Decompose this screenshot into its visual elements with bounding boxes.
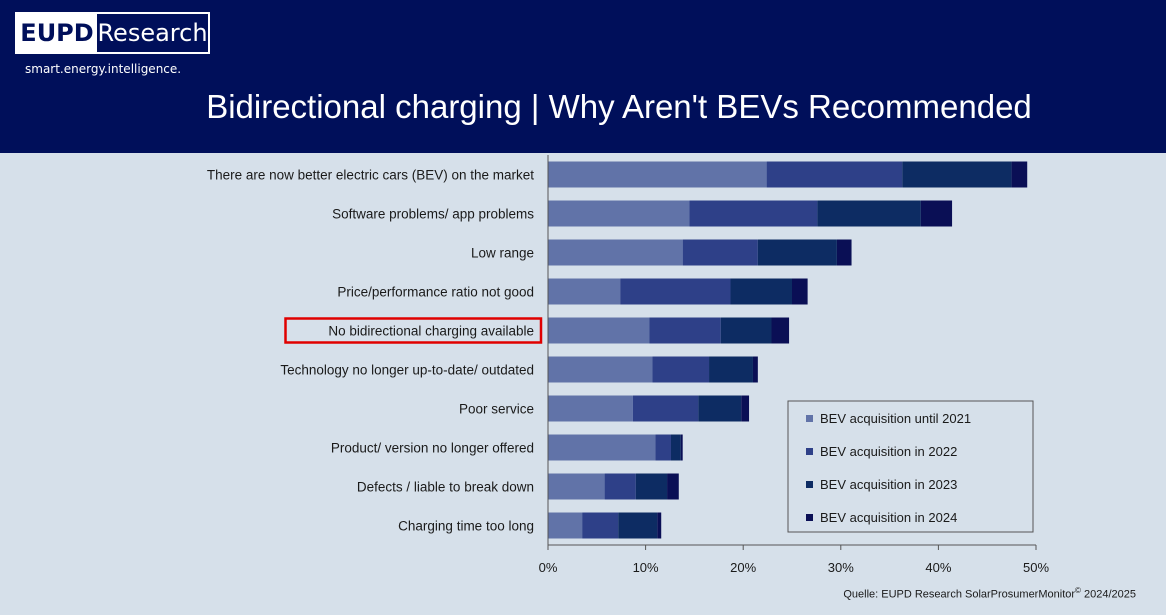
x-tick-label: 20% <box>730 560 756 575</box>
x-tick-label: 50% <box>1023 560 1049 575</box>
category-label: Price/performance ratio not good <box>337 285 534 300</box>
legend-label: BEV acquisition in 2024 <box>820 510 957 525</box>
bar-segment <box>548 395 633 422</box>
legend-box <box>787 400 1034 533</box>
bar-segment <box>741 395 750 422</box>
bar-segment <box>680 434 683 461</box>
bar-segment <box>752 356 758 383</box>
legend-swatch <box>806 481 813 488</box>
bar-segment <box>548 473 605 500</box>
bar-segment <box>548 278 621 305</box>
source-note: Quelle: EUPD Research SolarProsumerMonit… <box>843 586 1136 601</box>
bar-segment <box>836 239 852 266</box>
bar-segment <box>548 434 656 461</box>
bar-segment <box>667 473 679 500</box>
bar-segment <box>620 278 731 305</box>
category-label: Technology no longer up-to-date/ outdate… <box>280 363 534 378</box>
bar-segment <box>902 161 1012 188</box>
bar-segment <box>766 161 903 188</box>
x-tick-label: 30% <box>828 560 854 575</box>
bar-segment <box>582 512 619 539</box>
category-label: Low range <box>471 246 534 261</box>
bar-segment <box>1011 161 1028 188</box>
bar-segment <box>689 200 818 227</box>
bar-segment <box>792 278 808 305</box>
bar-segment <box>709 356 753 383</box>
legend-label: BEV acquisition in 2022 <box>820 444 957 459</box>
bar-segment <box>548 512 583 539</box>
category-label: Defects / liable to break down <box>357 480 534 495</box>
legend-swatch <box>806 514 813 521</box>
bar-segment <box>618 512 658 539</box>
source-text: Quelle: EUPD Research SolarProsumerMonit… <box>843 589 1076 601</box>
category-label: Software problems/ app problems <box>332 207 534 222</box>
category-label: Charging time too long <box>398 519 534 534</box>
bar-segment <box>632 395 699 422</box>
x-tick-label: 40% <box>925 560 951 575</box>
category-label: Poor service <box>459 402 534 417</box>
bar-segment <box>548 161 767 188</box>
bar-segment <box>548 317 650 344</box>
bar-segment <box>817 200 921 227</box>
bar-segment <box>655 434 671 461</box>
x-tick-label: 10% <box>633 560 659 575</box>
bar-segment <box>548 200 690 227</box>
page-title: Bidirectional charging | Why Aren't BEVs… <box>206 88 1032 125</box>
bar-segment <box>652 356 710 383</box>
header-banner: EUPD Research smart.energy.intelligence.… <box>0 0 1166 153</box>
bar-segment <box>920 200 953 227</box>
bar-segment <box>698 395 742 422</box>
legend-swatch <box>806 415 813 422</box>
bar-segment <box>604 473 636 500</box>
highlight-box <box>284 317 543 344</box>
bar-segment <box>757 239 837 266</box>
bar-segment <box>635 473 668 500</box>
source-year: 2024/2025 <box>1080 589 1136 601</box>
bar-segment <box>649 317 721 344</box>
eupd-logo: EUPD Research <box>15 12 210 54</box>
legend-swatch <box>806 448 813 455</box>
tagline: smart.energy.intelligence. <box>25 62 182 76</box>
category-label: Product/ version no longer offered <box>331 441 534 456</box>
bar-segment <box>548 239 683 266</box>
category-label: There are now better electric cars (BEV)… <box>207 168 534 183</box>
bar-segment <box>548 356 653 383</box>
bar-segment <box>720 317 772 344</box>
bar-segment <box>670 434 681 461</box>
legend-label: BEV acquisition until 2021 <box>820 411 971 426</box>
logo-left-text: EUPD <box>17 14 97 52</box>
logo-right-text: Research <box>97 19 208 47</box>
copyright-mark: © <box>1075 586 1081 596</box>
category-label: No bidirectional charging available <box>328 324 534 339</box>
bar-segment <box>730 278 792 305</box>
x-tick-label: 0% <box>539 560 558 575</box>
bar-segment <box>771 317 790 344</box>
bar-segment <box>682 239 758 266</box>
bar-segment <box>657 512 662 539</box>
legend-label: BEV acquisition in 2023 <box>820 477 957 492</box>
